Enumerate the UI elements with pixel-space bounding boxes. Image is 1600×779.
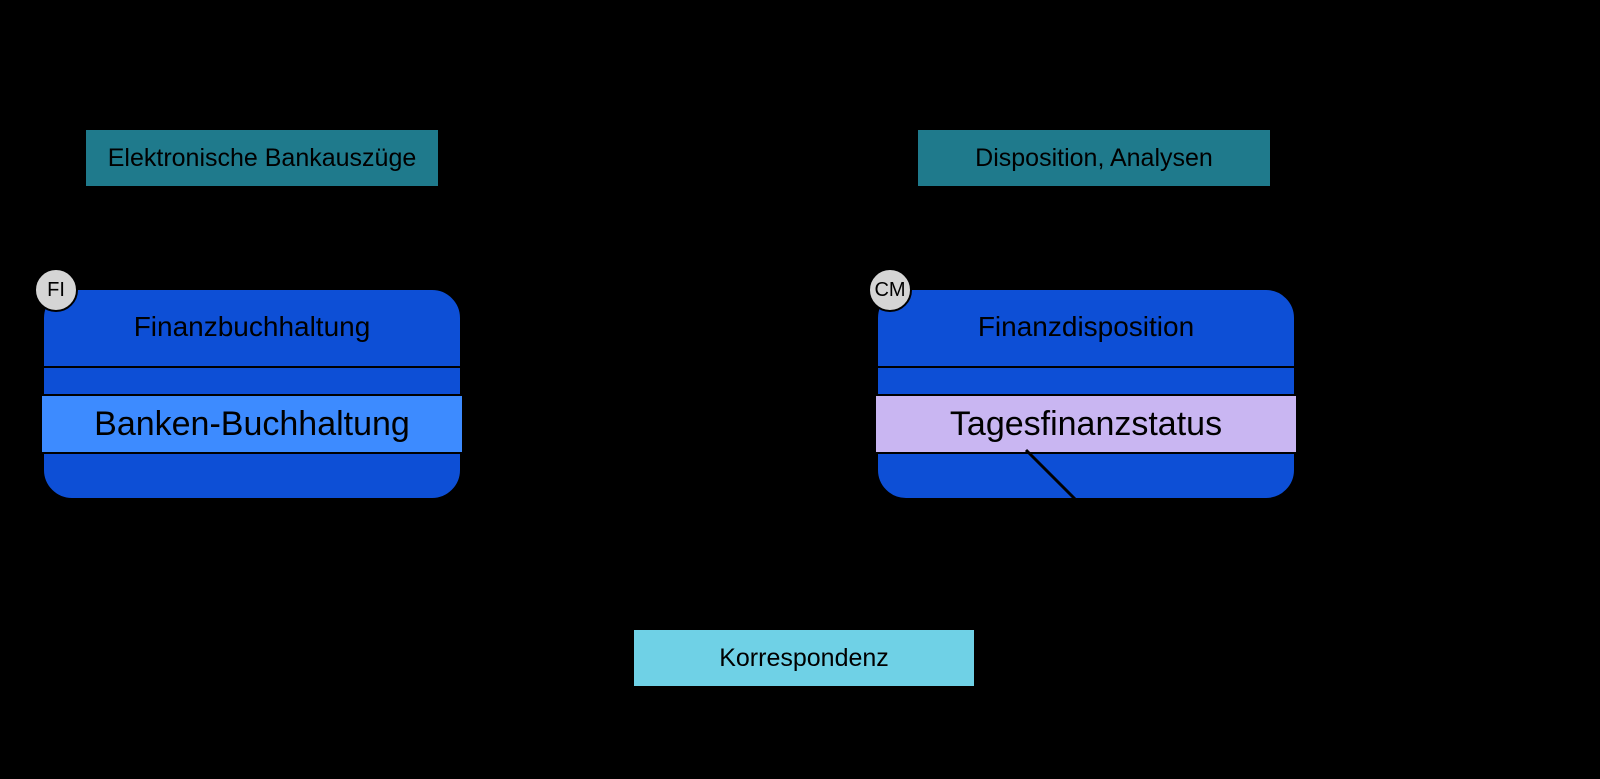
module-badge-cm: CM <box>868 268 912 312</box>
module-badge-fi-text: FI <box>47 279 65 302</box>
module-left-sub-text: Banken-Buchhaltung <box>94 405 410 444</box>
module-finanzdisposition: Finanzdisposition CM Tagesfinanzstatus <box>876 288 1296 500</box>
top-label-right-text: Disposition, Analysen <box>975 144 1213 173</box>
module-finanzbuchhaltung: Finanzbuchhaltung FI Banken-Buchhaltung <box>42 288 462 500</box>
bottom-label-text: Korrespondenz <box>719 644 889 673</box>
module-right-title: Finanzdisposition <box>876 288 1296 368</box>
connector <box>1092 186 1095 288</box>
module-left-title: Finanzbuchhaltung <box>42 288 462 368</box>
module-badge-fi: FI <box>34 268 78 312</box>
module-left-title-text: Finanzbuchhaltung <box>134 311 371 343</box>
bottom-label-korrespondenz: Korrespondenz <box>634 630 974 686</box>
module-badge-cm-text: CM <box>874 279 905 302</box>
module-right-sub-text: Tagesfinanzstatus <box>950 405 1222 444</box>
diagram-canvas: Elektronische Bankauszüge Disposition, A… <box>0 0 1600 779</box>
module-right-sub: Tagesfinanzstatus <box>876 394 1296 454</box>
top-label-right: Disposition, Analysen <box>918 130 1270 186</box>
module-left-sub: Banken-Buchhaltung <box>42 394 462 454</box>
top-label-left-text: Elektronische Bankauszüge <box>108 144 417 173</box>
connector <box>462 393 876 396</box>
module-right-title-text: Finanzdisposition <box>978 311 1194 343</box>
top-label-left: Elektronische Bankauszüge <box>86 130 438 186</box>
connector <box>260 186 263 288</box>
